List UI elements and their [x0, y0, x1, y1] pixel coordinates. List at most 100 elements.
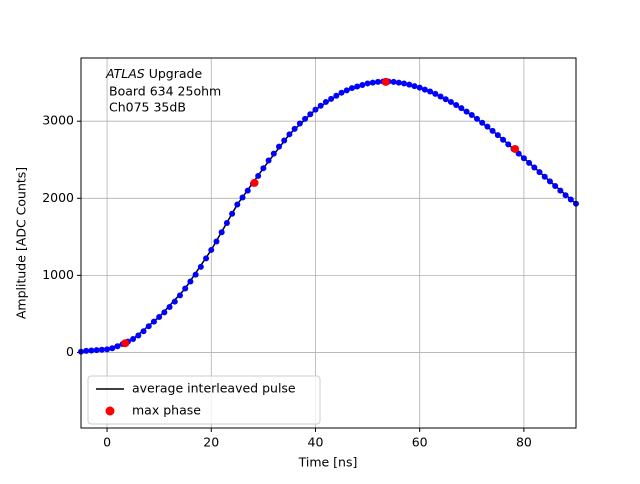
x-tick-label: 0 — [103, 435, 111, 450]
data-point — [369, 79, 376, 86]
data-point — [156, 314, 163, 320]
data-point — [562, 192, 569, 199]
data-point — [338, 89, 345, 96]
data-point — [270, 150, 277, 157]
data-point — [229, 210, 236, 217]
data-point — [520, 155, 527, 162]
annotation: Ch075 35dB — [109, 100, 186, 115]
data-point — [88, 347, 95, 354]
data-point — [182, 285, 189, 292]
data-point — [416, 84, 423, 91]
data-point — [286, 131, 293, 138]
data-point — [98, 346, 105, 353]
annotation: Board 634 25ohm — [109, 84, 221, 99]
data-point — [322, 98, 329, 105]
data-point — [312, 106, 319, 113]
data-point — [567, 196, 574, 203]
data-point — [239, 194, 246, 201]
x-tick-label: 20 — [203, 435, 219, 450]
data-point — [479, 119, 486, 126]
data-point — [442, 96, 449, 103]
data-point — [395, 79, 402, 86]
data-point — [145, 323, 152, 330]
y-tick-label: 2000 — [42, 190, 74, 205]
data-point — [354, 83, 361, 90]
data-point — [255, 172, 262, 179]
y-axis-label: Amplitude [ADC Counts] — [14, 167, 29, 319]
data-point — [244, 187, 251, 194]
data-point — [447, 98, 454, 105]
data-point — [192, 271, 199, 278]
data-point — [421, 86, 428, 93]
data-point — [276, 143, 282, 150]
data-point — [140, 328, 147, 335]
y-tick-label: 0 — [66, 344, 74, 359]
data-point — [83, 347, 90, 354]
data-point — [265, 157, 272, 164]
data-point — [474, 115, 480, 122]
data-point — [526, 159, 533, 166]
data-point — [453, 102, 460, 109]
legend-marker — [105, 406, 115, 416]
data-point — [427, 88, 434, 95]
data-point — [166, 303, 173, 310]
data-point — [260, 165, 267, 172]
y-tick-label: 3000 — [42, 113, 74, 128]
data-point — [437, 93, 444, 100]
legend-label: max phase — [132, 403, 201, 418]
y-tick-label: 1000 — [42, 267, 74, 282]
data-point — [333, 92, 340, 99]
data-point — [121, 339, 130, 348]
data-point — [546, 178, 553, 185]
x-tick-label: 80 — [516, 435, 532, 450]
data-point — [432, 90, 439, 97]
data-point — [171, 298, 178, 305]
data-point — [463, 108, 470, 115]
data-point — [130, 335, 137, 342]
data-point — [541, 173, 548, 180]
data-point — [328, 95, 335, 102]
data-point — [109, 345, 116, 352]
data-point — [381, 77, 390, 86]
x-axis-label: Time [ns] — [298, 455, 358, 470]
data-point — [390, 78, 397, 85]
data-point — [291, 125, 298, 132]
data-point — [489, 127, 496, 134]
x-tick-label: 60 — [412, 435, 428, 450]
data-point — [468, 112, 475, 119]
data-point — [187, 278, 194, 285]
data-point — [317, 102, 324, 109]
data-point — [177, 292, 183, 299]
legend-box — [87, 375, 321, 425]
data-point — [281, 137, 288, 144]
plot-frame — [80, 57, 577, 429]
data-point — [213, 238, 220, 245]
annotation: ATLAS Upgrade — [105, 66, 202, 81]
data-point — [296, 120, 303, 127]
data-point — [234, 201, 241, 208]
data-point — [307, 111, 314, 118]
annotation-text: Upgrade — [149, 66, 203, 81]
data-point — [375, 78, 381, 85]
data-point — [531, 164, 538, 171]
data-point — [500, 136, 507, 143]
legend-label: average interleaved pulse — [132, 381, 296, 396]
data-point — [302, 115, 309, 122]
data-point — [104, 346, 111, 353]
data-point — [494, 132, 501, 139]
data-point — [203, 255, 210, 262]
data-point — [536, 169, 543, 176]
data-point — [93, 347, 100, 354]
data-point — [208, 246, 215, 253]
data-point — [250, 178, 259, 187]
data-point — [505, 141, 512, 148]
data-point — [161, 309, 168, 316]
data-point — [359, 81, 366, 88]
data-point — [150, 318, 157, 325]
data-point — [557, 187, 564, 194]
data-point — [458, 105, 465, 112]
data-point — [218, 229, 225, 236]
data-point — [135, 332, 142, 339]
data-point — [364, 80, 371, 87]
